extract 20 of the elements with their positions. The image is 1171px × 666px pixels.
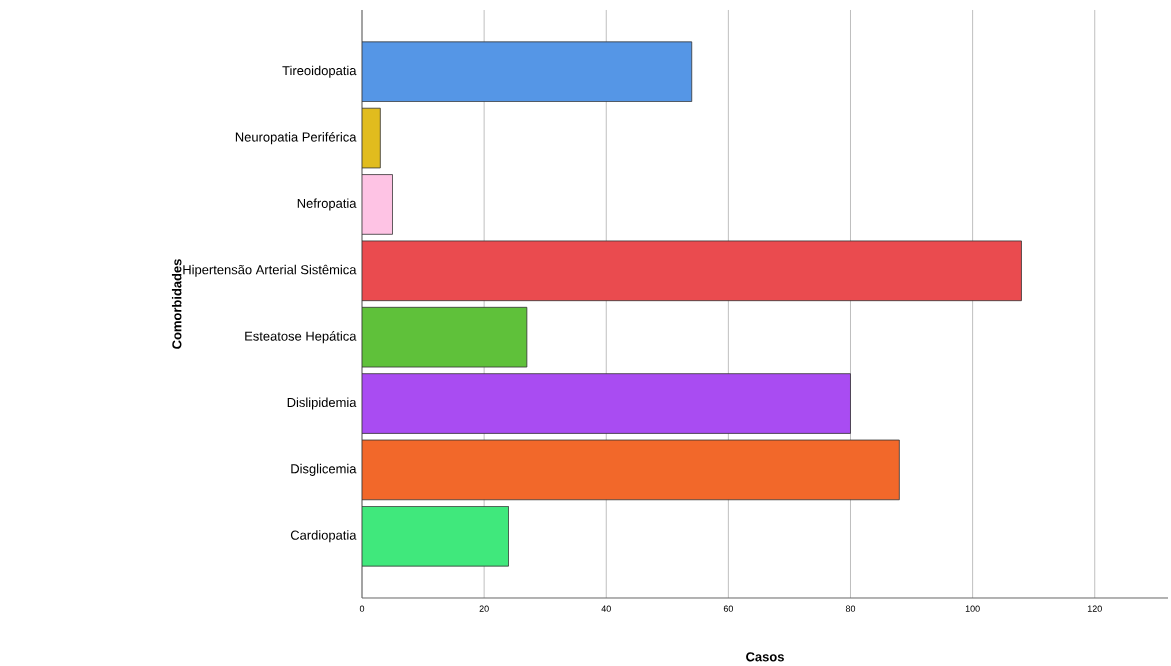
y-tick-label: Neuropatia Periférica bbox=[235, 131, 357, 145]
y-axis-title: Comorbidades bbox=[171, 259, 182, 349]
x-axis-title: Casos bbox=[746, 652, 784, 662]
bar bbox=[362, 506, 509, 567]
bar bbox=[362, 174, 393, 235]
x-tick-label: 100 bbox=[965, 605, 980, 612]
bar bbox=[362, 373, 851, 434]
x-tick-label: 60 bbox=[723, 605, 734, 612]
y-tick-label: Esteatose Hepática bbox=[245, 331, 357, 344]
y-tick-label: Disglicemia bbox=[291, 463, 357, 476]
x-tick-label: 40 bbox=[601, 605, 611, 612]
y-tick-label: Tireoidopatia bbox=[282, 65, 357, 78]
y-tick-label: Hipertensão Arterial Sistêmica bbox=[183, 264, 357, 277]
y-tick-label: Nefropatia bbox=[297, 198, 357, 211]
y-tick-label: Dislipidemia bbox=[287, 397, 357, 410]
x-tick-label: 20 bbox=[479, 605, 489, 612]
x-tick-label: 120 bbox=[1087, 605, 1102, 612]
y-tick-label: Cardiopatia bbox=[290, 530, 357, 543]
x-tick-label: 0 bbox=[359, 605, 365, 612]
x-tick-label: 80 bbox=[845, 605, 856, 612]
